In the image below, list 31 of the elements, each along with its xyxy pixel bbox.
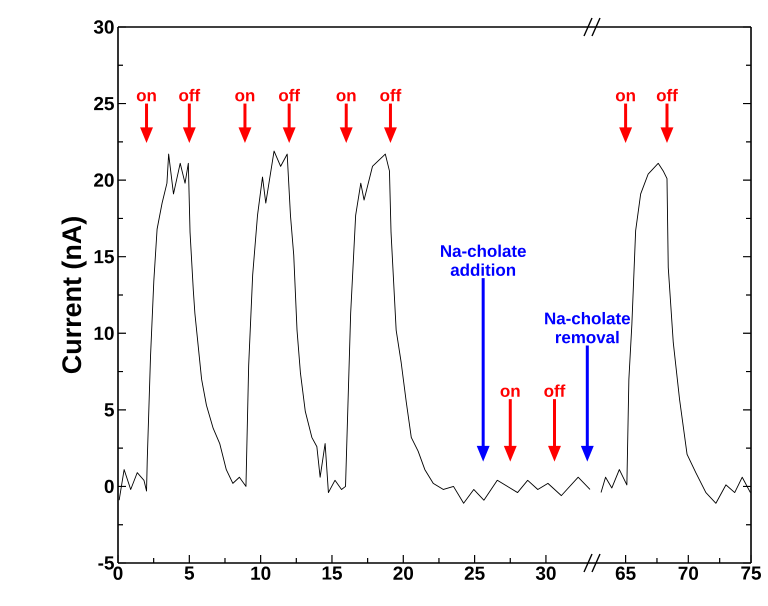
- x-tick-label: 10: [251, 566, 270, 580]
- annotation: on: [336, 92, 356, 102]
- y-tick-label: 25: [94, 96, 114, 110]
- y-tick-label: -5: [98, 556, 114, 570]
- annotation: on: [136, 92, 156, 102]
- y-tick-label: 10: [94, 326, 114, 340]
- annotation: off: [544, 384, 566, 397]
- annotation: on: [235, 92, 254, 102]
- x-tick-label: 70: [678, 566, 698, 580]
- y-tick-label: 0: [104, 480, 114, 494]
- annotation: on: [616, 92, 635, 102]
- y-tick-label: 20: [94, 173, 114, 187]
- y-tick-label: 5: [104, 403, 114, 416]
- x-tick-label: 65: [616, 566, 636, 580]
- x-tick-label: 0: [113, 566, 122, 580]
- x-tick-label: 15: [322, 566, 342, 580]
- x-tick-label: 30: [536, 566, 556, 580]
- x-tick-label: 5: [184, 566, 194, 580]
- x-tick-label: 75: [741, 566, 762, 580]
- annotation: off: [656, 88, 678, 102]
- annotation: off: [179, 88, 200, 102]
- y-tick-label: 15: [94, 250, 114, 264]
- y-tick-label: 30: [94, 20, 114, 34]
- annotation: on: [500, 388, 520, 397]
- annotation: off: [279, 88, 300, 102]
- x-tick-label: 25: [464, 566, 485, 580]
- y-axis-title: Current (nA): [62, 217, 87, 374]
- annotation: Na-cholate addition: [441, 244, 526, 276]
- annotation: off: [380, 88, 402, 102]
- x-tick-label: 20: [393, 566, 414, 580]
- annotation: Na-cholate removal: [545, 312, 630, 344]
